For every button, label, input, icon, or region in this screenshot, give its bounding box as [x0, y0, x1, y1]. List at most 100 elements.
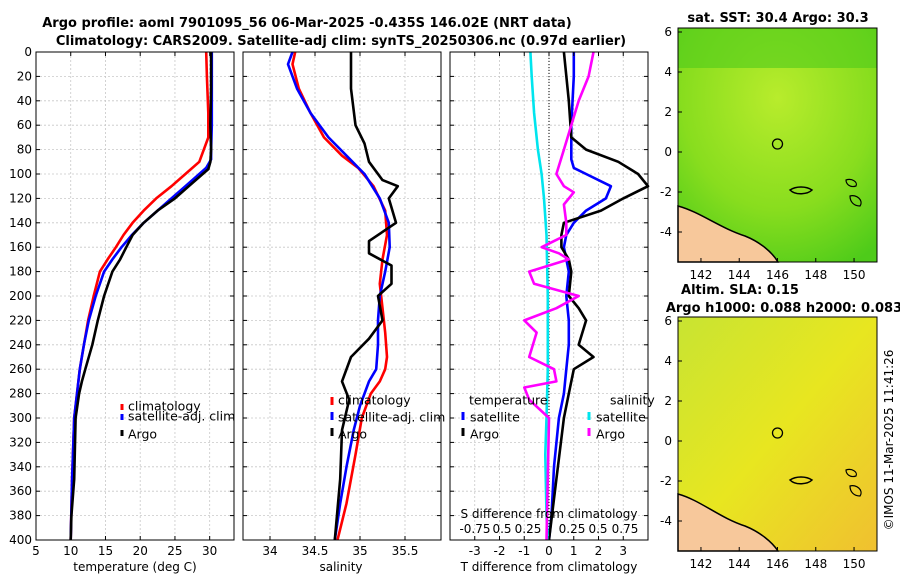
sst-map-ticks: 142 144 146 148 150 -4 -2 0 2 4 6: [660, 25, 865, 282]
y-tick-label: 80: [17, 143, 32, 157]
map-y-tick-label: -4: [660, 514, 672, 528]
legend-label-temp-argo: Argo: [470, 427, 499, 442]
difference-xlabel: T difference from climatology: [460, 560, 638, 574]
x-tick-label: 34: [262, 544, 277, 558]
map-y-tick-label: 4: [664, 65, 672, 79]
map-y-tick-label: -2: [660, 185, 672, 199]
map-x-tick-label: 142: [690, 268, 713, 282]
salinity-diff-top-ticks: -0.75 0.5 0.25 0.25 0.5 0.75: [459, 522, 638, 536]
sst-argo-position: [771, 138, 784, 150]
legend-label-climatology: climatology: [338, 393, 411, 408]
map-y-tick-label: 2: [664, 394, 672, 408]
x-tick-label: 3: [619, 544, 627, 558]
x-tick-label: 20: [133, 544, 148, 558]
x-tick-label: 25: [167, 544, 182, 558]
x-tick-label: -1: [518, 544, 530, 558]
sla-map-ticks: 142 144 146 148 150 -4 -2 0 2 4 6: [660, 314, 865, 571]
salinity-series-climatology: [291, 51, 389, 541]
map-x-tick-label: 144: [728, 557, 751, 571]
temperature-panel: 0 20 40 60 80 100 120 140 160 180 200 220 240 260 280 3…: [9, 45, 235, 574]
sla-argo-marker: [771, 427, 784, 439]
s-tick-label: -0.75: [459, 522, 490, 536]
y-tick-label: 380: [9, 509, 32, 523]
legend-label-sal-satellite: satellite: [596, 410, 646, 425]
map-y-tick-label: 6: [664, 25, 672, 39]
sla-island: [849, 485, 862, 497]
x-tick-label: 30: [202, 544, 217, 558]
map-y-tick-label: -2: [660, 474, 672, 488]
y-tick-label: 160: [9, 240, 32, 254]
x-tick-label: -3: [469, 544, 481, 558]
y-tick-label: 180: [9, 265, 32, 279]
y-tick-label: 360: [9, 484, 32, 498]
title-line-1: Argo profile: aoml 7901095_56 06-Mar-202…: [42, 16, 572, 31]
map-y-tick-label: 2: [664, 105, 672, 119]
map-y-tick-label: 6: [664, 314, 672, 328]
sst-land: [677, 205, 780, 263]
y-tick-label: 220: [9, 313, 32, 327]
x-tick-label: 1: [570, 544, 578, 558]
sst-argo-marker: [771, 138, 784, 150]
y-tick-label: 400: [9, 533, 32, 547]
legend-label-climatology: climatology: [128, 399, 201, 414]
x-tick-label: 35: [352, 544, 367, 558]
x-tick-label: 15: [98, 544, 113, 558]
temperature-ticks: 0 20 40 60 80 100 120 140 160 180 200 220 240 260 280 3…: [9, 45, 234, 558]
sst-map: sat. SST: 30.4 Argo: 30.3 142 144 146 148 15…: [660, 11, 878, 282]
sla-map-title-1: Altim. SLA: 0.15: [681, 283, 799, 298]
y-tick-label: 40: [17, 94, 32, 108]
y-tick-label: 240: [9, 338, 32, 352]
y-tick-label: 0: [24, 45, 32, 59]
s-tick-label: 0.5: [492, 522, 511, 536]
map-y-tick-label: 0: [664, 434, 672, 448]
temperature-series: [69, 51, 214, 541]
y-tick-label: 100: [9, 167, 32, 181]
difference-series-salinity-satellite: [529, 51, 550, 541]
difference-ticks: -3 -2 -1 0 1 2 3: [450, 51, 648, 558]
map-x-tick-label: 150: [843, 268, 866, 282]
temperature-legend: climatology satellite-adj. clim Argo: [120, 399, 235, 442]
y-tick-label: 260: [9, 362, 32, 376]
x-tick-label: 35.5: [392, 544, 419, 558]
x-tick-label: 0: [545, 544, 553, 558]
sla-argo-position: [771, 427, 784, 439]
y-tick-label: 140: [9, 216, 32, 230]
y-tick-label: 320: [9, 435, 32, 449]
sla-island: [788, 476, 814, 485]
imos-watermark: ©IMOS 11-Mar-2025 11:41:26: [882, 350, 896, 531]
y-tick-label: 60: [17, 118, 32, 132]
sla-map: Altim. SLA: 0.15 Argo h1000: 0.088 h2000…: [660, 283, 900, 571]
difference-series-salinity-argo: [522, 51, 595, 541]
sla-map-title-2: Argo h1000: 0.088 h2000: 0.083: [666, 301, 900, 316]
y-tick-label: 120: [9, 191, 32, 205]
temperature-xlabel: temperature (deg C): [73, 560, 196, 574]
legend-label-satellite: satellite-adj. clim: [128, 409, 235, 424]
salinity-panel: 34 34.5 35 35.5 salinity climatology satell…: [242, 51, 445, 574]
map-y-tick-label: 0: [664, 145, 672, 159]
difference-series: [522, 51, 650, 541]
sst-map-title: sat. SST: 30.4 Argo: 30.3: [687, 11, 868, 26]
sst-field-band: [678, 28, 877, 68]
difference-series-temperature-argo: [547, 51, 650, 541]
x-tick-label: 5: [32, 544, 40, 558]
legend-label-temp-satellite: satellite: [470, 410, 520, 425]
temperature-series-argo: [69, 52, 213, 541]
y-tick-label: 20: [17, 69, 32, 83]
title-line-2: Climatology: CARS2009. Satellite-adj cli…: [56, 34, 626, 49]
salinity-series-satellite-adj-clim: [286, 51, 392, 541]
x-tick-label: 2: [595, 544, 603, 558]
y-tick-label: 300: [9, 411, 32, 425]
sla-island: [845, 468, 857, 478]
salinity-ticks: 34 34.5 35 35.5: [243, 51, 441, 558]
salinity-legend: climatology satellite-adj. clim Argo: [330, 393, 445, 442]
difference-panel: -3 -2 -1 0 1 2 3 T difference from climatology…: [449, 51, 655, 574]
salinity-xlabel: salinity: [319, 560, 362, 574]
salinity-series: [286, 51, 400, 541]
difference-legend: temperature salinity satellite Argo sate…: [461, 393, 655, 442]
x-tick-label: -2: [494, 544, 506, 558]
map-y-tick-label: -4: [660, 225, 672, 239]
map-x-tick-label: 150: [843, 557, 866, 571]
sst-island: [849, 195, 862, 207]
salinity-grid: [243, 51, 441, 541]
